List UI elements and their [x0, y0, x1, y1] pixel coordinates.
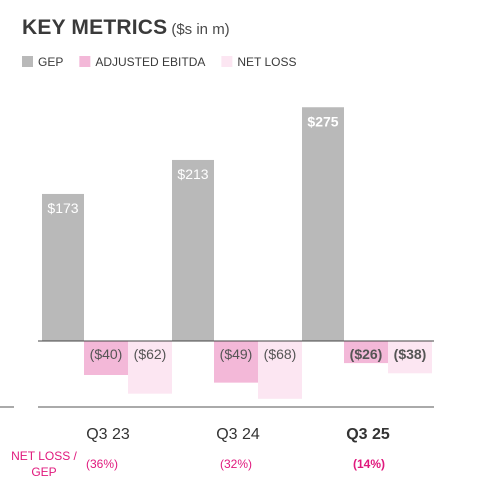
bar-gep-1	[42, 193, 84, 341]
data-label-net-loss-3: ($38)	[394, 346, 427, 362]
data-label-net-loss-1: ($62)	[134, 346, 167, 362]
ratio-value-2: (32%)	[220, 457, 252, 471]
legend-swatch-1	[22, 56, 33, 67]
data-label-gep-3: $275	[307, 113, 338, 129]
bar-net-loss-1	[128, 341, 172, 394]
legend-label-2: ADJUSTED EBITDA	[95, 55, 205, 69]
data-label-net-loss-2: ($68)	[264, 346, 297, 362]
bar-adjusted-ebitda-1	[84, 341, 128, 375]
chart-title: KEY METRICS	[22, 16, 168, 39]
ratio-value-1: (36%)	[86, 457, 118, 471]
x-tick-label-1: Q3 23	[86, 426, 130, 443]
x-tick-label-2: Q3 24	[216, 426, 260, 443]
data-label-adjusted-ebitda-1: ($40)	[90, 346, 123, 362]
bar-adjusted-ebitda-3	[344, 341, 388, 364]
chart-subtitle: ($s in m)	[171, 21, 230, 38]
legend-label-3: NET LOSS	[237, 55, 296, 69]
bar-gep-2	[172, 159, 214, 341]
legend-swatch-2	[79, 56, 91, 67]
bar-net-loss-3	[388, 341, 432, 374]
x-tick-label-3: Q3 25	[346, 426, 390, 443]
data-label-gep-1: $173	[47, 200, 78, 216]
legend-swatch-3	[221, 56, 233, 67]
ratio-label-line-2: GEP	[31, 465, 56, 479]
data-label-adjusted-ebitda-2: ($49)	[220, 346, 253, 362]
data-label-gep-2: $213	[177, 166, 208, 182]
data-label-adjusted-ebitda-3: ($26)	[350, 346, 383, 362]
bar-net-loss-2	[258, 341, 302, 399]
ratio-value-3: (14%)	[353, 457, 385, 471]
bar-gep-3	[302, 107, 344, 341]
chart-title-block: KEY METRICS ($s in m)	[22, 16, 230, 40]
bar-adjusted-ebitda-2	[214, 341, 258, 383]
legend-label-1: GEP	[38, 55, 63, 69]
ratio-label-line-1: NET LOSS /	[11, 449, 77, 463]
